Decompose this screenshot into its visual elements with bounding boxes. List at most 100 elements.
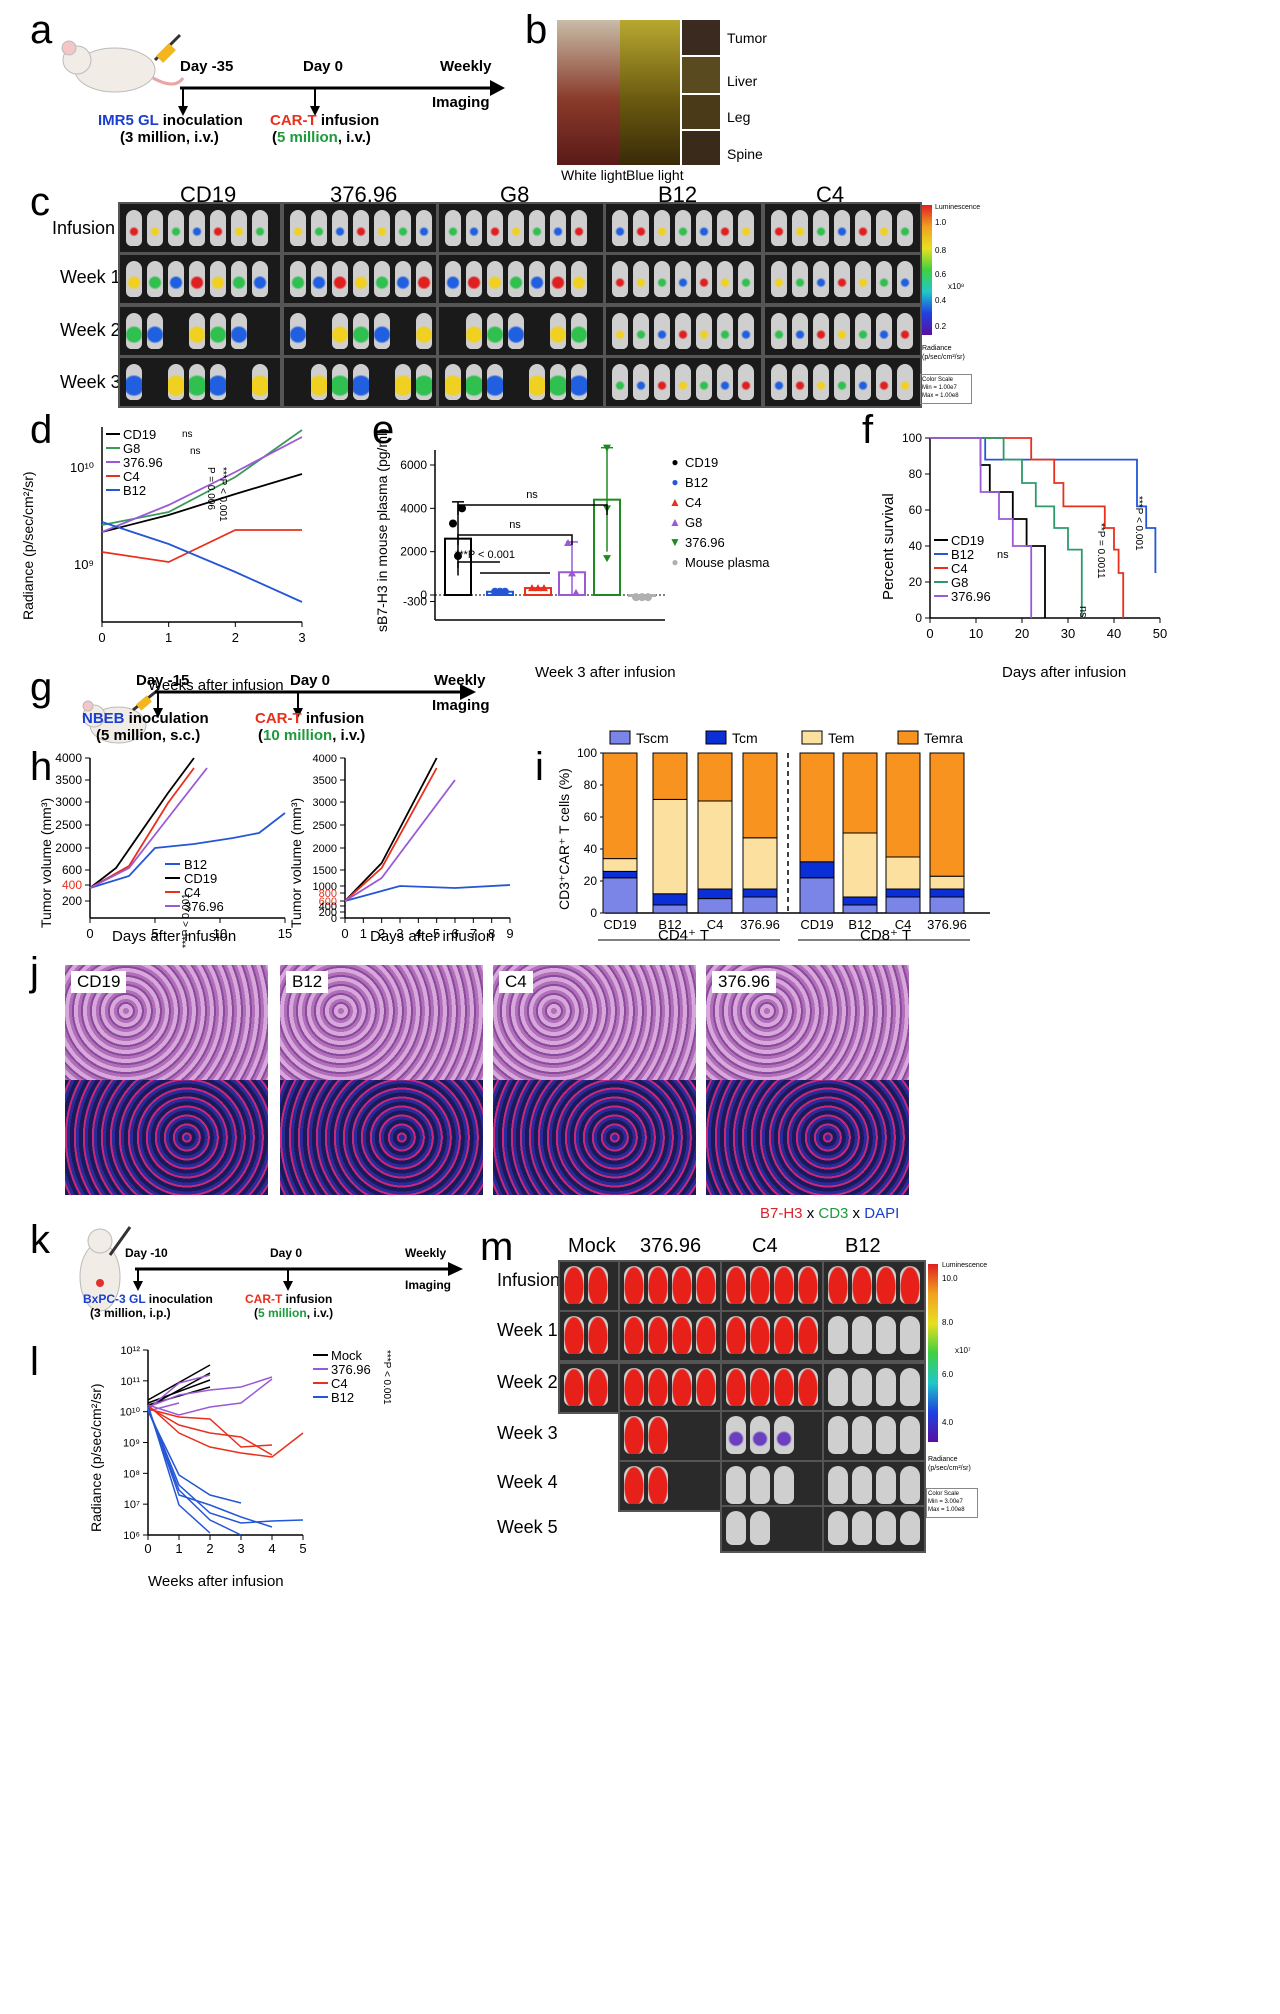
panel-e-letter: e	[372, 408, 395, 452]
mouse	[508, 210, 524, 246]
mouse	[633, 210, 649, 246]
panel-k-letter: k	[30, 1218, 50, 1262]
f-xlabel: Days after infusion	[1002, 664, 1127, 681]
panel-f-letter: f	[862, 408, 874, 452]
k-day-inoc: Day -10	[125, 1246, 168, 1260]
h2-series-C4	[344, 767, 438, 902]
timeline-g	[153, 684, 476, 718]
c-image-3-0	[604, 202, 763, 254]
i-bar-2-tem	[697, 800, 733, 890]
mouse	[466, 210, 482, 246]
b-organ-leg	[682, 95, 720, 129]
c-max: Max = 1.00e8	[922, 393, 959, 399]
i-bar-6-tcm	[885, 888, 921, 898]
e-stat-ns2: ns	[509, 519, 521, 531]
m-row-week5: Week 5	[497, 1517, 558, 1537]
c-image-0-2	[118, 305, 282, 357]
mouse	[416, 261, 432, 297]
mouse	[564, 1266, 584, 1304]
mouse	[798, 1368, 818, 1406]
i-bar-6-tscm	[885, 896, 921, 914]
e-ylabel: sB7-H3 in mouse plasma (pg/ml)	[374, 428, 390, 632]
i-ytick-label: 100	[577, 746, 597, 760]
h1-ytick-label: 3000	[55, 795, 82, 809]
c-scale-0.2: 0.2	[935, 322, 947, 331]
h2-xtick-label: 7	[470, 926, 477, 941]
mouse	[290, 210, 306, 246]
mouse	[466, 261, 482, 297]
mouse	[571, 313, 587, 349]
m-row-week1: Week 1	[497, 1320, 558, 1340]
i-legend-0: Tscm	[636, 730, 669, 746]
c-image-4-1	[763, 253, 922, 305]
m-image-0-2	[558, 1362, 620, 1414]
e-ytick-label: 4000	[400, 501, 427, 515]
mouse	[855, 261, 871, 297]
f-xtick-label: 50	[1153, 626, 1167, 641]
mouse	[571, 210, 587, 246]
c-image-2-3	[437, 356, 605, 408]
mouse	[633, 313, 649, 349]
l-xtick-label: 5	[299, 1541, 306, 1556]
mouse	[876, 1511, 896, 1545]
i-bar-0-temra	[602, 752, 638, 860]
b-blue-light-photo	[620, 20, 680, 165]
m-group-376: 376.96	[640, 1235, 702, 1257]
mouse	[792, 364, 808, 400]
i-bar-4-tscm	[799, 877, 835, 914]
mouse	[876, 364, 892, 400]
e-ytick-label: -300	[403, 595, 427, 609]
mouse	[792, 210, 808, 246]
mouse	[612, 261, 628, 297]
mouse	[852, 1511, 872, 1545]
a-day0: Day 0	[303, 58, 344, 75]
m-scale-title: Luminescence	[942, 1262, 988, 1269]
c-row-infusion: Infusion	[52, 218, 116, 238]
i-legend-swatch-1	[705, 730, 727, 745]
mouse	[792, 313, 808, 349]
c-radiance-unit: (p/sec/cm²/sr)	[922, 354, 965, 361]
d-series-CD19	[101, 473, 303, 533]
j-histology-c4: C4	[493, 965, 696, 1195]
e-bracket-ns2	[457, 534, 573, 545]
e-legend-4: 376.96	[685, 535, 725, 550]
k-weekly: Weekly	[405, 1246, 447, 1260]
j-label-c4: C4	[499, 971, 533, 993]
mouse	[633, 261, 649, 297]
h1-series-B12	[89, 812, 286, 889]
mouse	[147, 210, 163, 246]
l-series-C4-1	[147, 1408, 273, 1448]
g-weekly: Weekly	[434, 672, 486, 689]
mouse	[876, 1316, 896, 1354]
b-label-liver: Liver	[727, 73, 758, 89]
i-bar-4-tcm	[799, 861, 835, 879]
c-image-4-2	[763, 305, 922, 357]
e-point-376	[603, 444, 611, 452]
chart-f: 100 80 60 40 20 00 10 20 30 40 50 CD19B12C4G8376.96…	[902, 431, 1167, 641]
l-series-376.96-1	[147, 1378, 273, 1416]
mouse	[834, 364, 850, 400]
mouse	[168, 261, 184, 297]
c-image-3-1	[604, 253, 763, 305]
mouse	[900, 1316, 920, 1354]
i-xtick-6: C4	[895, 917, 912, 932]
mouse	[395, 364, 411, 400]
mouse	[798, 1316, 818, 1354]
l-ytick-label: 10⁷	[124, 1499, 140, 1511]
mouse	[529, 364, 545, 400]
d-xlabel: Weeks after infusion	[148, 677, 284, 694]
mouse	[374, 313, 390, 349]
h2-ytick-label: 2500	[313, 820, 337, 832]
mouse	[353, 364, 369, 400]
i-xtick-4: CD19	[800, 917, 833, 932]
mouse	[798, 1266, 818, 1304]
chart-e: 6000 4000 2000 0-300 ns ns ***P < 0.001 ● CD19 ● B…	[400, 444, 770, 621]
l-xtick-label: 2	[206, 1541, 213, 1556]
c-row-week3: Week 3	[60, 372, 121, 392]
i-group-cd4: CD4⁺ T	[658, 927, 709, 944]
mouse	[771, 261, 787, 297]
mouse	[717, 313, 733, 349]
i-xtick-3: 376.96	[740, 917, 780, 932]
c-image-1-2	[282, 305, 438, 357]
mouse	[750, 1416, 770, 1454]
